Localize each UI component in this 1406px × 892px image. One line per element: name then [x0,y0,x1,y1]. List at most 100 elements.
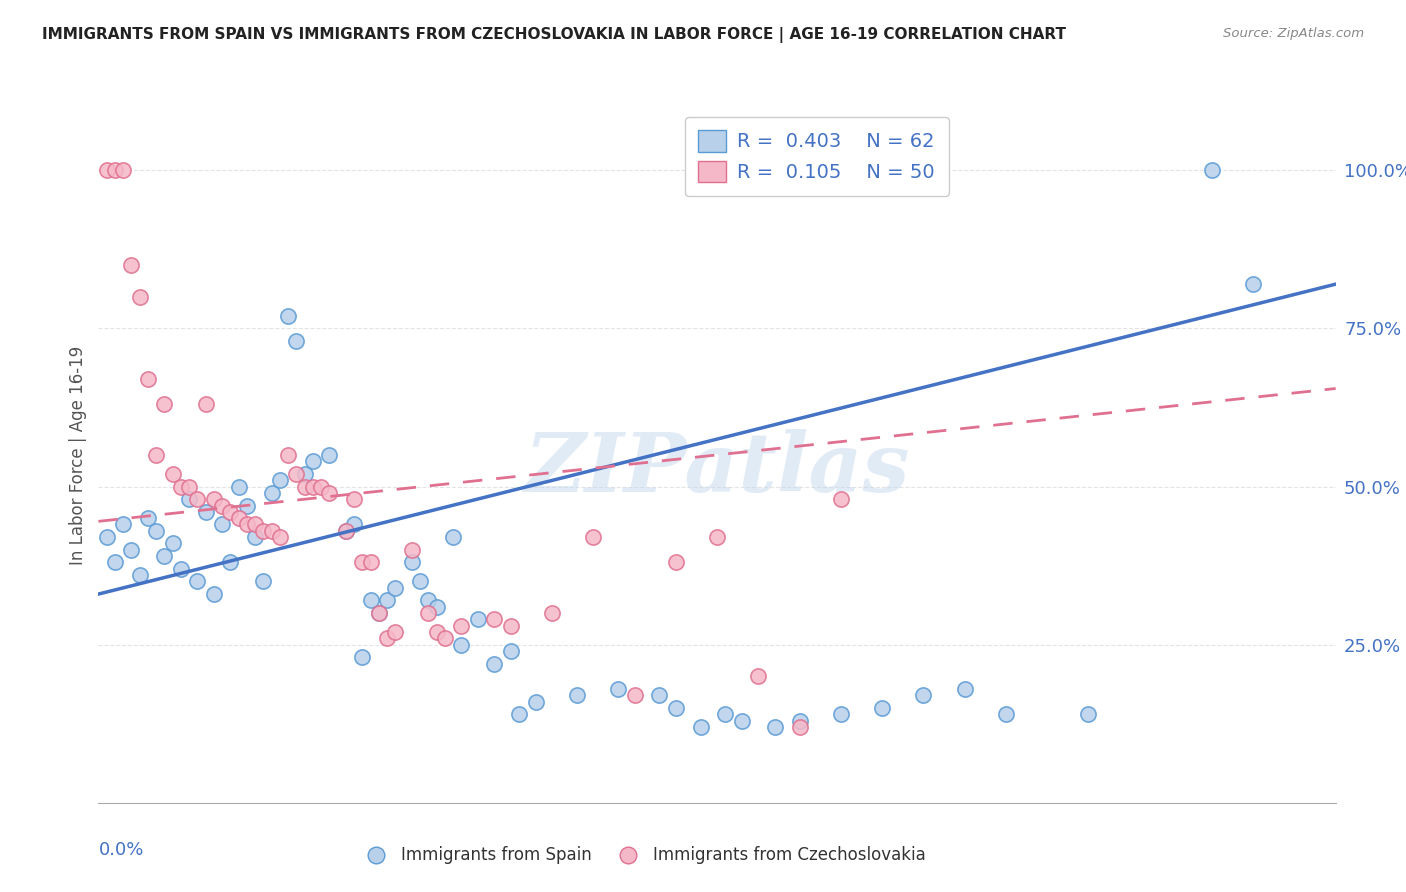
Point [541,606,564,620]
Point [252,574,274,589]
Point [302,454,325,468]
Point [145,448,167,462]
Point [285,334,308,348]
Point [162,467,184,481]
Point [401,556,423,570]
Point [112,163,135,178]
Point [309,479,332,493]
Point [236,499,259,513]
Point [433,632,456,646]
Point [830,492,852,507]
Point [277,448,299,462]
Point [228,511,250,525]
Point [524,695,547,709]
Point [243,517,266,532]
Point [186,574,208,589]
Point [665,701,688,715]
Point [565,688,588,702]
Point [236,517,259,532]
Point [1077,707,1099,722]
Point [763,720,786,734]
Point [360,556,382,570]
Point [96,530,118,544]
Point [409,574,432,589]
Point [153,549,176,563]
Point [228,479,250,493]
Y-axis label: In Labor Force | Age 16-19: In Labor Force | Age 16-19 [69,345,87,565]
Text: 0.0%: 0.0% [98,841,143,859]
Point [384,625,406,640]
Point [375,632,398,646]
Point [706,530,728,544]
Point [384,581,406,595]
Point [145,524,167,538]
Point [136,372,159,386]
Point [162,536,184,550]
Point [426,599,449,614]
Point [499,618,522,632]
Point [747,669,769,683]
Point [211,499,233,513]
Point [441,530,464,544]
Point [912,688,935,702]
Point [277,309,299,323]
Point [260,524,283,538]
Point [467,612,489,626]
Point [285,467,308,481]
Point [367,606,389,620]
Point [352,650,374,665]
Point [96,163,118,178]
Point [318,486,340,500]
Point [789,720,811,734]
Point [120,258,142,272]
Point [731,714,754,728]
Point [179,492,201,507]
Legend: Immigrants from Spain, Immigrants from Czechoslovakia: Immigrants from Spain, Immigrants from C… [353,839,934,871]
Point [789,714,811,728]
Point [401,542,423,557]
Point [418,606,440,620]
Point [186,492,208,507]
Point [335,524,357,538]
Point [953,681,976,696]
Point [211,517,233,532]
Point [450,638,472,652]
Point [128,290,150,304]
Point [689,720,711,734]
Point [623,688,645,702]
Point [484,612,506,626]
Point [104,163,127,178]
Point [153,397,176,411]
Point [128,568,150,582]
Point [426,625,449,640]
Point [120,542,142,557]
Point [830,707,852,722]
Point [582,530,605,544]
Point [1201,163,1223,178]
Point [104,556,127,570]
Point [375,593,398,607]
Point [994,707,1017,722]
Point [243,530,266,544]
Text: ZIPatlas: ZIPatlas [524,429,910,508]
Point [302,479,325,493]
Point [343,492,366,507]
Point [1241,277,1264,292]
Point [170,562,193,576]
Point [508,707,530,722]
Point [665,556,688,570]
Point [607,681,630,696]
Point [484,657,506,671]
Point [418,593,440,607]
Point [260,486,283,500]
Point [136,511,159,525]
Point [179,479,201,493]
Point [352,556,374,570]
Text: IMMIGRANTS FROM SPAIN VS IMMIGRANTS FROM CZECHOSLOVAKIA IN LABOR FORCE | AGE 16-: IMMIGRANTS FROM SPAIN VS IMMIGRANTS FROM… [42,27,1066,43]
Point [294,467,316,481]
Point [367,606,389,620]
Point [499,644,522,658]
Point [648,688,671,702]
Point [335,524,357,538]
Point [714,707,737,722]
